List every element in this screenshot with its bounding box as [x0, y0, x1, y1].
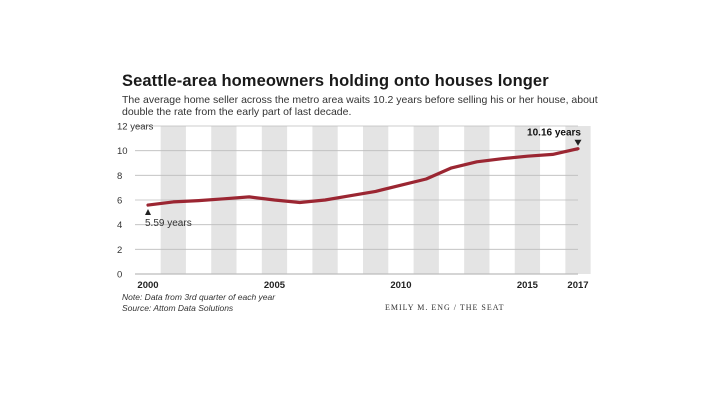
- x-tick-label: 2015: [517, 280, 539, 291]
- x-tick-label: 2005: [264, 280, 286, 291]
- chart-notes: Note: Data from 3rd quarter of each year…: [122, 292, 275, 314]
- y-tick-label: 12 years: [117, 122, 154, 133]
- start-value-label: 5.59 years: [145, 218, 192, 229]
- series-line: [146, 147, 580, 207]
- y-tick-label: 6: [117, 196, 122, 207]
- chart-subtitle: The average home seller across the metro…: [122, 94, 598, 118]
- source-text: Source: Attom Data Solutions: [122, 303, 234, 313]
- x-tick-label: 2000: [137, 280, 158, 291]
- end-value-label: 10.16 years: [527, 128, 581, 139]
- y-tick-label: 2: [117, 245, 122, 256]
- end-marker: [574, 139, 582, 146]
- x-tick-label: 2010: [390, 280, 411, 291]
- credit-text: EMILY M. ENG / THE SEAT: [385, 303, 505, 312]
- x-tick-label: 2017: [567, 280, 588, 291]
- start-marker: [145, 209, 151, 216]
- y-tick-label: 10: [117, 146, 128, 157]
- y-tick-label: 4: [117, 220, 122, 231]
- chart-title: Seattle-area homeowners holding onto hou…: [122, 72, 549, 90]
- y-tick-label: 0: [117, 270, 122, 281]
- note-text: Note: Data from 3rd quarter of each year: [122, 292, 276, 302]
- y-tick-label: 8: [117, 171, 122, 182]
